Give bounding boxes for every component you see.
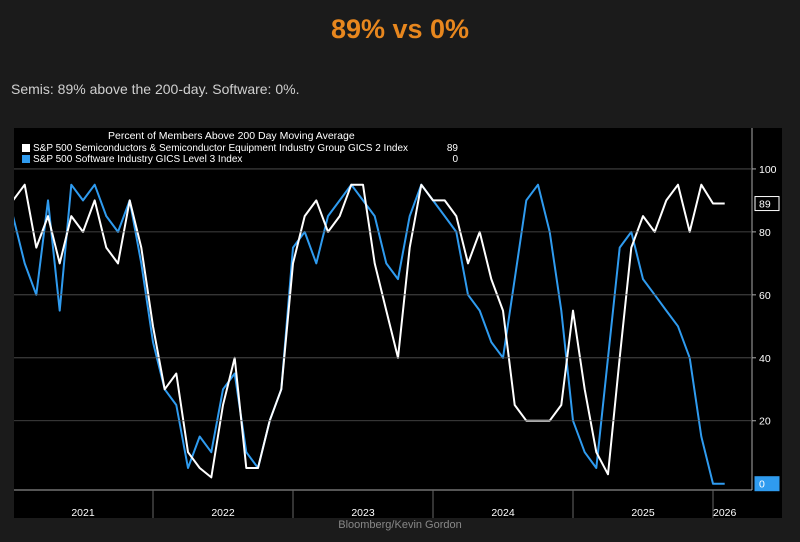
legend-label: S&P 500 Semiconductors & Semiconductor E… — [33, 143, 408, 154]
y-tick-label: 40 — [759, 353, 771, 365]
legend-swatch — [22, 155, 30, 163]
source: Bloomberg/Kevin Gordon — [338, 519, 462, 531]
x-tick-label: 2024 — [491, 507, 515, 519]
legend-value: 0 — [452, 154, 458, 165]
x-tick-label: 2026 — [713, 507, 737, 519]
x-tick-label: 2022 — [211, 507, 235, 519]
last-value-label: 0 — [759, 479, 765, 491]
x-tick-label: 2023 — [351, 507, 375, 519]
series-line — [14, 183, 725, 479]
y-tick-label: 100 — [759, 164, 777, 176]
legend-swatch — [22, 144, 30, 152]
last-value-box — [754, 196, 780, 212]
legend-value: 89 — [447, 143, 459, 154]
y-tick-label: 20 — [759, 416, 771, 428]
last-value-box — [754, 476, 780, 492]
chart-title: Percent of Members Above 200 Day Moving … — [108, 130, 355, 142]
y-tick-label: 60 — [759, 290, 771, 302]
chart-background — [14, 128, 782, 518]
last-value-label: 89 — [759, 199, 771, 211]
x-tick-label: 2025 — [631, 507, 655, 519]
post-title: 89% vs 0% — [330, 14, 470, 44]
legend-label: S&P 500 Software Industry GICS Level 3 I… — [33, 154, 242, 165]
y-tick-label: 80 — [759, 227, 771, 239]
post-subtitle: Semis: 89% above the 200-day. Software: … — [11, 81, 300, 97]
x-tick-label: 2021 — [71, 507, 95, 519]
